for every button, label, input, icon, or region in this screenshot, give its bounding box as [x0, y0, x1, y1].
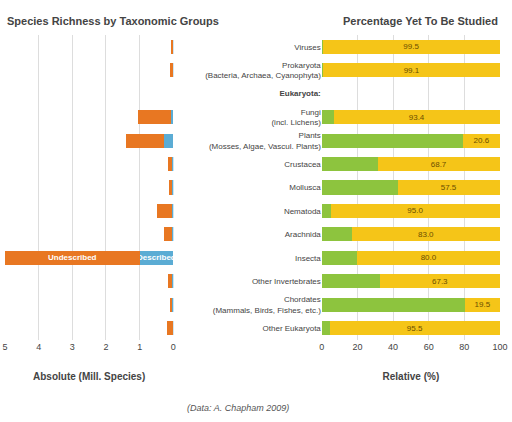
svg-text:20.6: 20.6 — [474, 136, 490, 145]
svg-text:Percentage Yet To Be Studied: Percentage Yet To Be Studied — [343, 15, 498, 27]
svg-text:Prokaryota(Bacteria, Archaea,: Prokaryota(Bacteria, Archaea, Cyanophyta… — [205, 61, 321, 80]
svg-text:Arachnida: Arachnida — [285, 230, 322, 239]
svg-text:Plants(Mosses, Algae, Vascul.: Plants(Mosses, Algae, Vascul. Plants) — [209, 131, 321, 150]
svg-text:Absolute (Mill. Species): Absolute (Mill. Species) — [33, 371, 145, 382]
svg-text:95.0: 95.0 — [407, 206, 423, 215]
svg-text:4: 4 — [36, 342, 41, 352]
svg-text:0: 0 — [171, 342, 176, 352]
svg-text:Chordates(Mammals, Birds, Fish: Chordates(Mammals, Birds, Fishes, etc.) — [213, 295, 321, 314]
svg-text:Viruses: Viruses — [294, 43, 321, 52]
svg-text:20: 20 — [352, 342, 362, 352]
svg-text:95.5: 95.5 — [407, 324, 423, 333]
svg-text:Relative (%): Relative (%) — [383, 371, 440, 382]
svg-text:Mollusca: Mollusca — [289, 183, 321, 192]
svg-text:80: 80 — [459, 342, 469, 352]
svg-text:(Data: A. Chapham 2009): (Data: A. Chapham 2009) — [187, 403, 289, 413]
svg-text:1: 1 — [137, 342, 142, 352]
svg-text:2: 2 — [103, 342, 108, 352]
svg-text:0: 0 — [319, 342, 324, 352]
svg-text:Undescribed: Undescribed — [48, 253, 97, 262]
svg-text:Eukaryota:: Eukaryota: — [279, 89, 320, 98]
svg-text:3: 3 — [70, 342, 75, 352]
svg-text:Other Invertebrates: Other Invertebrates — [252, 277, 321, 286]
svg-text:40: 40 — [388, 342, 398, 352]
svg-text:Insecta: Insecta — [295, 254, 321, 263]
svg-text:60: 60 — [424, 342, 434, 352]
svg-text:Other Eukaryota: Other Eukaryota — [263, 324, 322, 333]
svg-text:Crustacea: Crustacea — [284, 160, 321, 169]
svg-text:19.5: 19.5 — [475, 300, 491, 309]
svg-text:Described: Described — [137, 253, 176, 262]
svg-text:99.5: 99.5 — [403, 42, 419, 51]
svg-text:68.7: 68.7 — [431, 160, 447, 169]
svg-text:67.3: 67.3 — [432, 277, 448, 286]
svg-text:80.0: 80.0 — [421, 253, 437, 262]
svg-text:100: 100 — [492, 342, 507, 352]
svg-text:Nematoda: Nematoda — [284, 207, 321, 216]
svg-text:57.5: 57.5 — [441, 183, 457, 192]
svg-text:Fungi(incl. Lichens): Fungi(incl. Lichens) — [271, 108, 321, 127]
svg-text:93.4: 93.4 — [409, 113, 425, 122]
svg-text:99.1: 99.1 — [404, 66, 420, 75]
svg-text:83.0: 83.0 — [418, 230, 434, 239]
svg-text:Species Richness by Taxonomic: Species Richness by Taxonomic Groups — [7, 15, 219, 27]
svg-text:5: 5 — [2, 342, 7, 352]
